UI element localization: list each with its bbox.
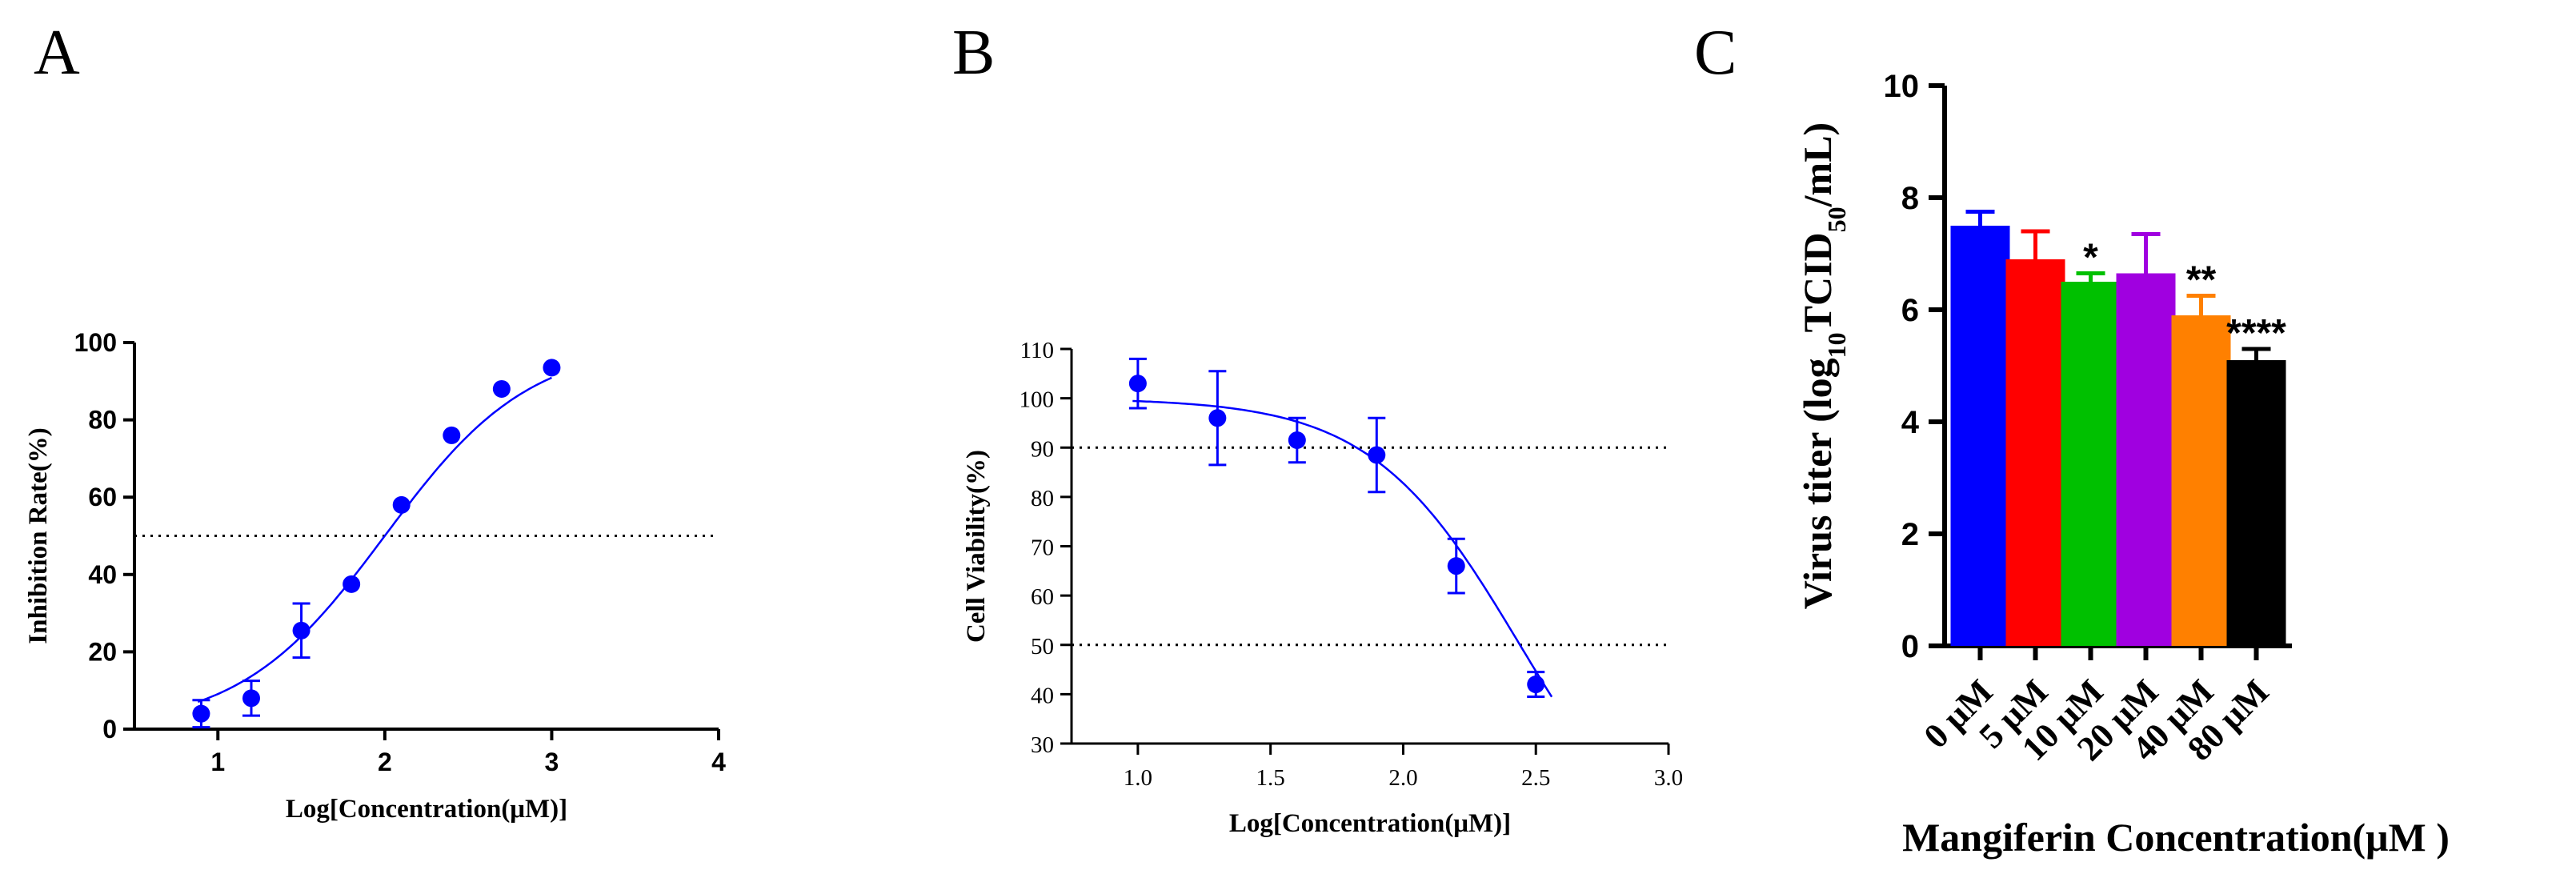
data-point — [1527, 676, 1545, 694]
x-tick-label: 2.0 — [1388, 765, 1417, 791]
y-tick-label: 100 — [1020, 387, 1055, 413]
panel-letter-a: A — [34, 18, 80, 88]
y-tick-label: 10 — [1884, 69, 1920, 104]
x-tick-label: 1.5 — [1256, 765, 1285, 791]
bar — [1950, 226, 2010, 646]
bar — [2226, 360, 2286, 646]
x-tick-label: 3.0 — [1654, 765, 1683, 791]
significance-marker: ** — [2186, 259, 2217, 302]
x-tick-label: 1.0 — [1124, 765, 1152, 791]
bar — [2005, 259, 2065, 646]
y-tick-label: 20 — [88, 637, 117, 666]
data-point — [1288, 431, 1306, 450]
x-tick-label: 3 — [545, 748, 559, 776]
data-point — [343, 575, 361, 593]
y-tick-label: 100 — [74, 328, 117, 357]
data-point — [1447, 557, 1465, 575]
y-tick-label: 80 — [1031, 486, 1054, 511]
data-point — [1368, 446, 1386, 464]
panel-letter-c: C — [1694, 18, 1737, 88]
x-axis-label: Log[Concentration(μM)] — [1229, 809, 1511, 838]
y-axis-label-part: TCID — [1795, 232, 1840, 332]
data-point — [392, 495, 411, 514]
data-point — [1128, 375, 1147, 393]
y-axis-label-subscript: 10 — [1822, 332, 1851, 358]
y-tick-label: 60 — [1031, 584, 1054, 610]
y-tick-label: 50 — [1031, 634, 1054, 659]
y-axis-label: Cell Viability(%) — [962, 450, 991, 643]
y-tick-label: 40 — [1031, 683, 1054, 708]
data-point — [543, 359, 561, 377]
panel-a-chart: 0 20 40 60 80 100 1 2 3 4 Log[Concentration(μM)] In… — [24, 328, 726, 824]
panel-letter-b: B — [952, 18, 995, 88]
data-point — [292, 621, 310, 639]
y-tick-label: 6 — [1901, 293, 1919, 328]
bar — [2171, 315, 2231, 646]
y-tick-label: 40 — [88, 560, 117, 589]
y-tick-label: 110 — [1020, 338, 1054, 363]
y-axis-label: Inhibition Rate(%) — [24, 427, 53, 643]
y-axis-label-part: Virus titer (log — [1795, 358, 1840, 609]
y-tick-label: 30 — [1031, 732, 1054, 758]
y-tick-label: 2 — [1901, 517, 1919, 552]
y-tick-label: 80 — [88, 406, 117, 435]
y-axis-label-part: /mL) — [1795, 122, 1840, 208]
x-tick-label: 1 — [210, 748, 225, 776]
bar — [2116, 273, 2176, 646]
y-tick-label: 70 — [1031, 535, 1054, 561]
y-tick-label: 90 — [1031, 436, 1054, 462]
y-axis-label: Virus titer (log10TCID50/mL) — [1795, 122, 1851, 609]
data-point — [242, 689, 260, 708]
y-tick-label: 60 — [88, 483, 117, 511]
data-point — [192, 704, 210, 723]
panel-b-chart: 30 40 50 60 70 80 90 100 110 1.0 1.5 2.0 2.5 3.0 Log[C… — [962, 338, 1683, 838]
data-point — [492, 379, 511, 398]
data-point — [1208, 409, 1227, 427]
significance-marker: **** — [2226, 312, 2286, 355]
data-point — [443, 426, 461, 444]
y-axis-label-subscript: 50 — [1822, 206, 1851, 232]
bar — [2061, 282, 2121, 646]
fit-curve — [197, 376, 552, 704]
fit-curve — [1132, 399, 1553, 698]
x-axis-label: Log[Concentration(μM)] — [286, 795, 567, 824]
x-tick-label: 2.5 — [1521, 765, 1550, 791]
y-tick-label: 4 — [1901, 405, 1920, 440]
y-tick-label: 0 — [102, 715, 117, 744]
x-axis-label: Mangiferin Concentration(μM ) — [1902, 815, 2450, 860]
x-tick-label: 4 — [711, 748, 726, 776]
y-tick-label: 0 — [1901, 629, 1919, 664]
y-tick-label: 8 — [1901, 181, 1919, 216]
significance-marker: * — [2083, 237, 2098, 279]
x-tick-label: 2 — [378, 748, 392, 776]
